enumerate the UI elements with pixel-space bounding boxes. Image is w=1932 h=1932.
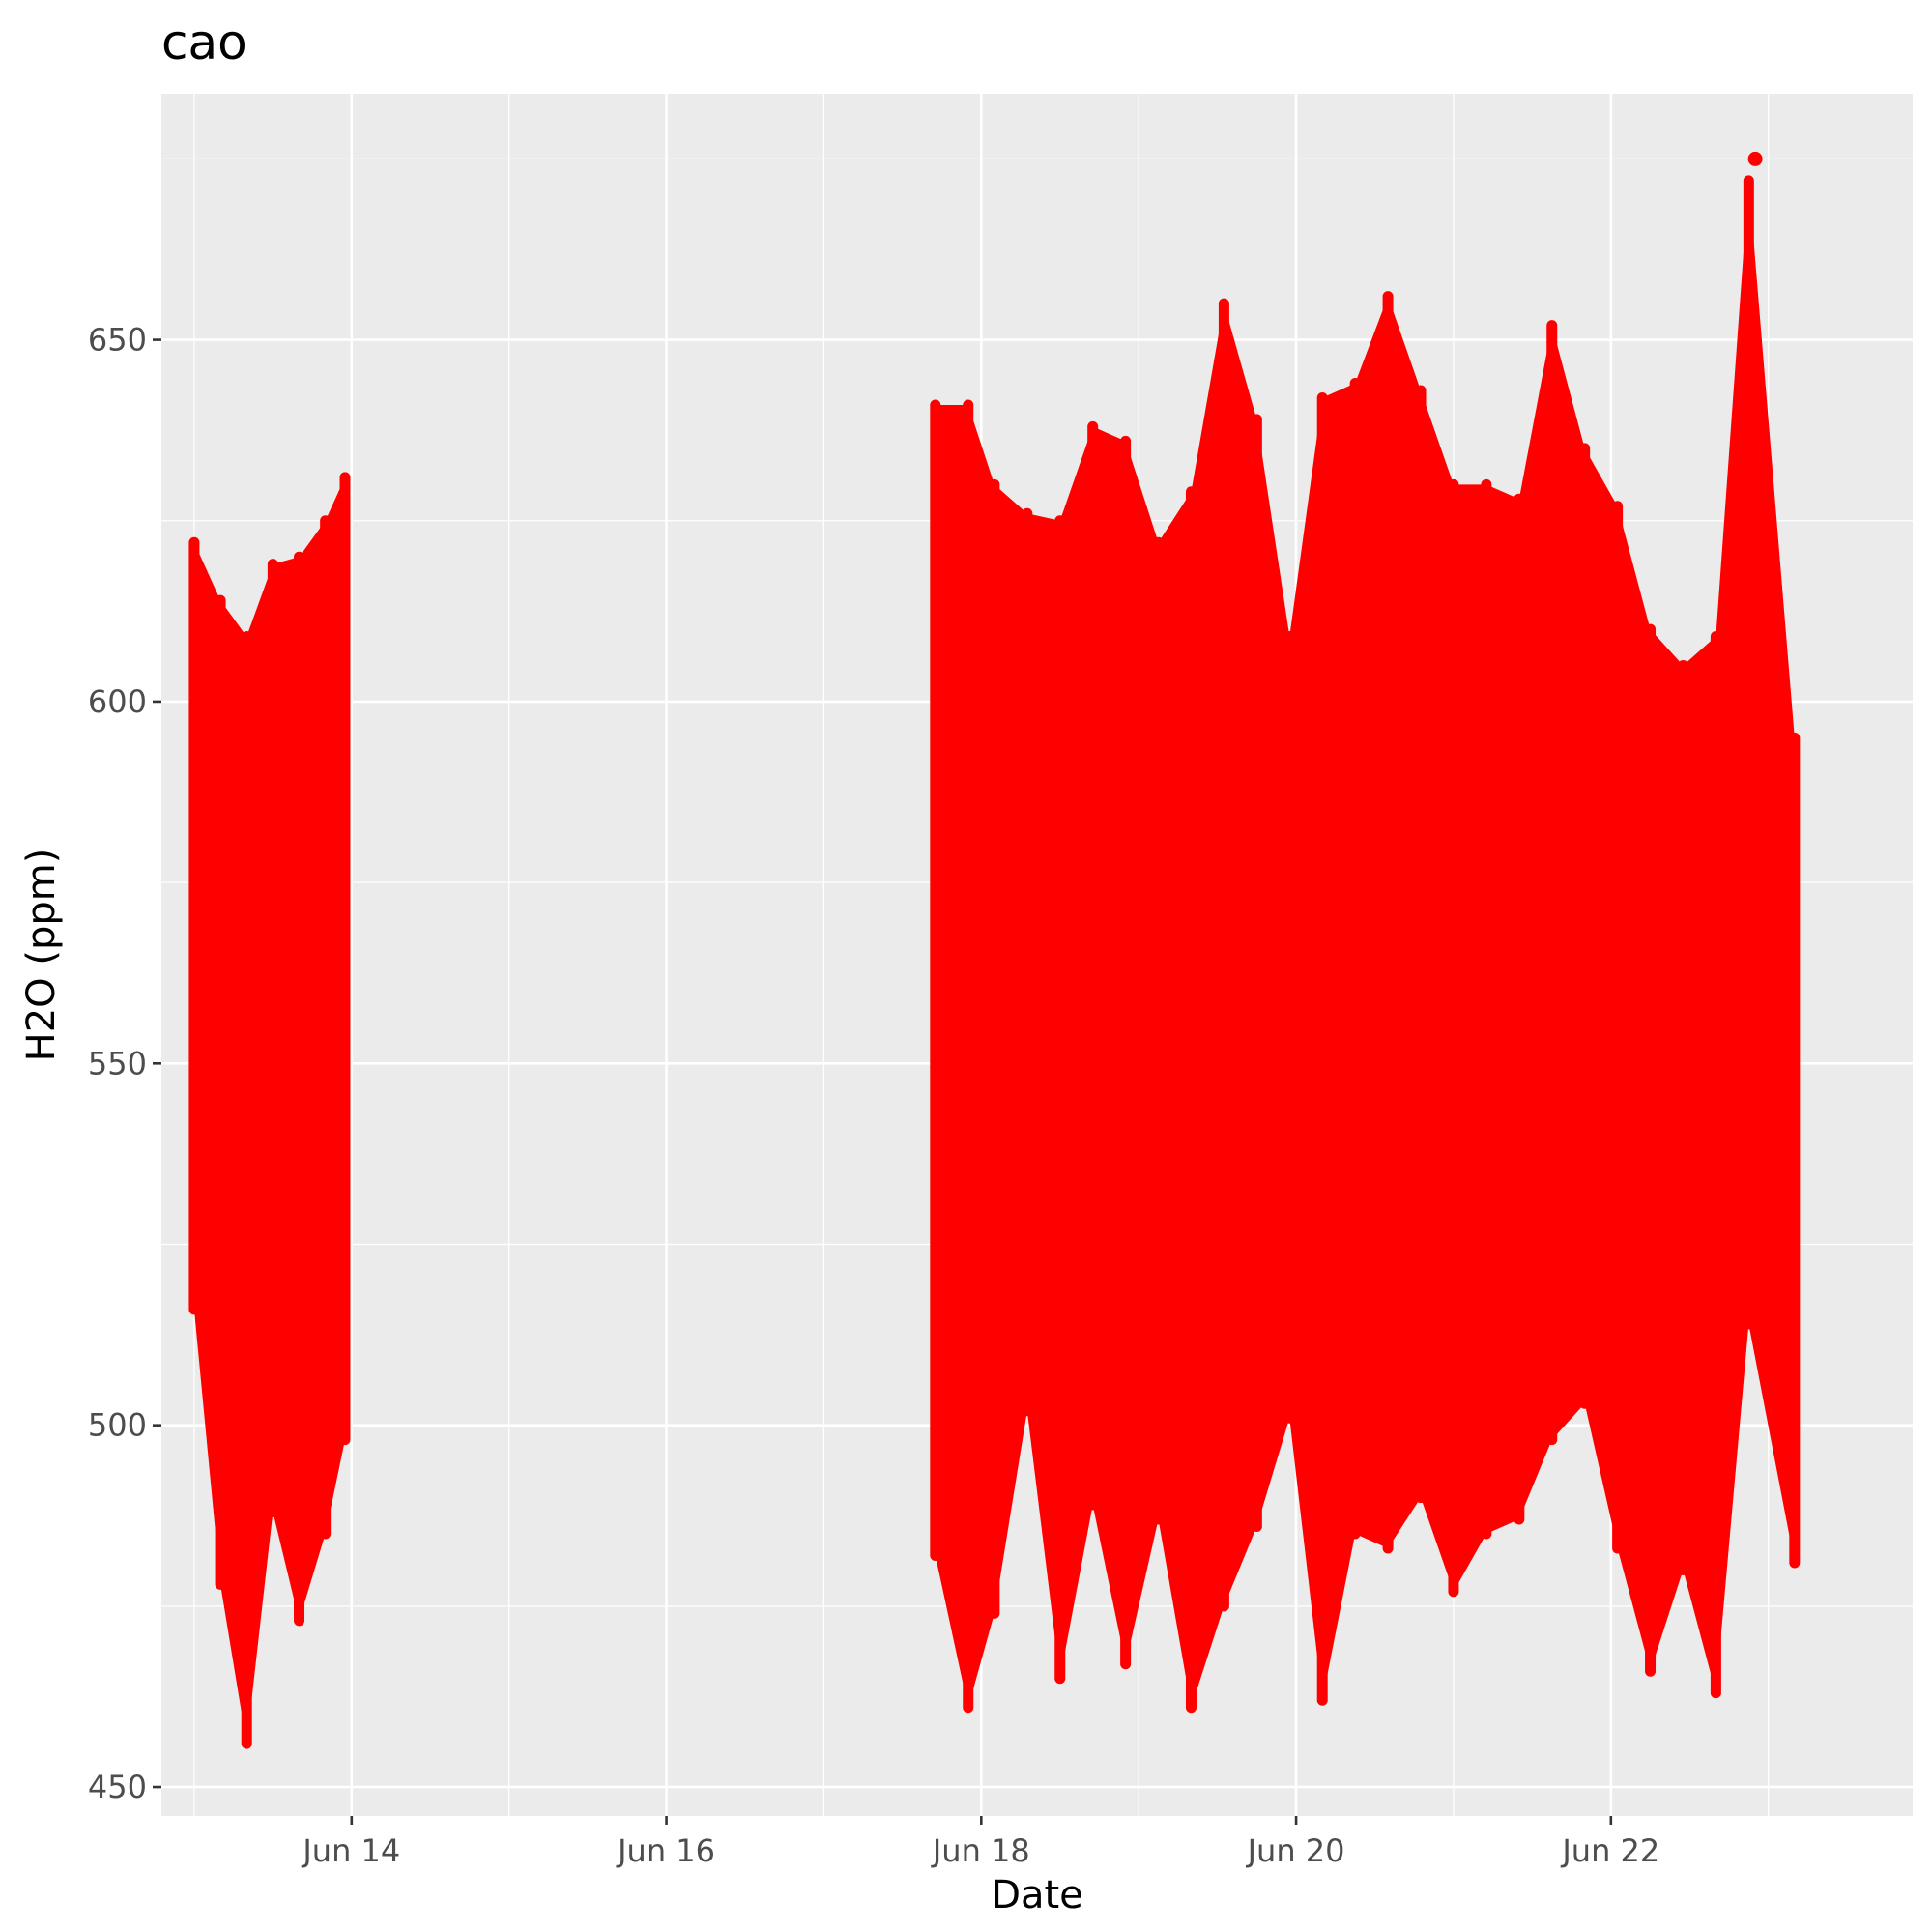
data-point-band: [273, 557, 300, 1621]
y-axis: 450 500 550 600 650: [88, 322, 161, 1805]
chart-title: cao: [161, 14, 247, 71]
data-point-band: [1059, 426, 1093, 1679]
data-point-band: [1453, 484, 1486, 1592]
data-point-band: [1158, 491, 1192, 1708]
data-point-band: [1289, 397, 1323, 1701]
data-point-band: [967, 404, 995, 1708]
data-point-band: [299, 520, 326, 1621]
data-point-band: [1191, 303, 1225, 1708]
x-tick-label: Jun 14: [301, 1832, 400, 1869]
y-tick-label: 450: [88, 1769, 147, 1805]
data-point-band: [1551, 325, 1585, 1440]
data-point-band: [1224, 303, 1257, 1606]
data-points: [188, 151, 1801, 1749]
x-axis: Jun 14 Jun 16 Jun 18 Jun 20 Jun 22: [301, 1816, 1659, 1869]
data-point-band: [1650, 629, 1684, 1672]
y-tick-label: 550: [88, 1045, 147, 1081]
data-point-band: [1748, 180, 1795, 1563]
x-tick-label: Jun 22: [1560, 1832, 1659, 1869]
y-tick-label: 650: [88, 322, 147, 359]
x-tick-label: Jun 20: [1246, 1832, 1345, 1869]
data-point-band: [1125, 441, 1159, 1664]
x-axis-title: Date: [991, 1873, 1083, 1918]
y-tick-label: 500: [88, 1407, 147, 1444]
y-tick-label: 600: [88, 683, 147, 720]
y-axis-title: H2O (ppm): [19, 849, 64, 1062]
x-tick-label: Jun 16: [616, 1832, 715, 1869]
data-point: [1747, 151, 1763, 166]
data-point-band: [220, 600, 247, 1745]
data-point-band: [1617, 505, 1651, 1672]
data-point-band: [1683, 636, 1716, 1693]
data-point-band: [1485, 484, 1519, 1534]
data-point-band: [1355, 296, 1389, 1548]
data-point-band: [994, 484, 1027, 1614]
data-point-band: [1388, 296, 1422, 1548]
data-point-band: [935, 404, 968, 1708]
data-point-band: [1518, 325, 1552, 1520]
data-point-band: [1322, 383, 1356, 1701]
data-point-band: [1716, 180, 1749, 1693]
data-point-band: [1256, 418, 1290, 1527]
data-point-band: [1584, 447, 1618, 1548]
data-point-band: [246, 563, 274, 1745]
data-point-band: [193, 542, 221, 1585]
data-point-band: [1026, 513, 1060, 1679]
data-point-band: [1092, 426, 1126, 1664]
x-tick-label: Jun 18: [931, 1832, 1030, 1869]
data-point-band: [1421, 389, 1454, 1592]
